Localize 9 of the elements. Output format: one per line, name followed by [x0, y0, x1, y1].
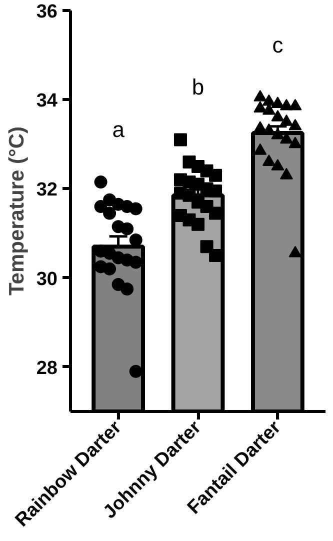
- annotation: c: [272, 32, 284, 58]
- y-tick-label: 34: [36, 90, 58, 112]
- y-axis-title: Temperature (°C): [5, 126, 28, 296]
- annotation: b: [192, 74, 204, 100]
- y-tick-label: 30: [36, 268, 58, 290]
- annotation: a: [112, 117, 126, 142]
- y-tick-label: 28: [36, 358, 58, 379]
- y-tick-label: 32: [36, 180, 58, 201]
- y-tick-label: 36: [36, 2, 58, 22]
